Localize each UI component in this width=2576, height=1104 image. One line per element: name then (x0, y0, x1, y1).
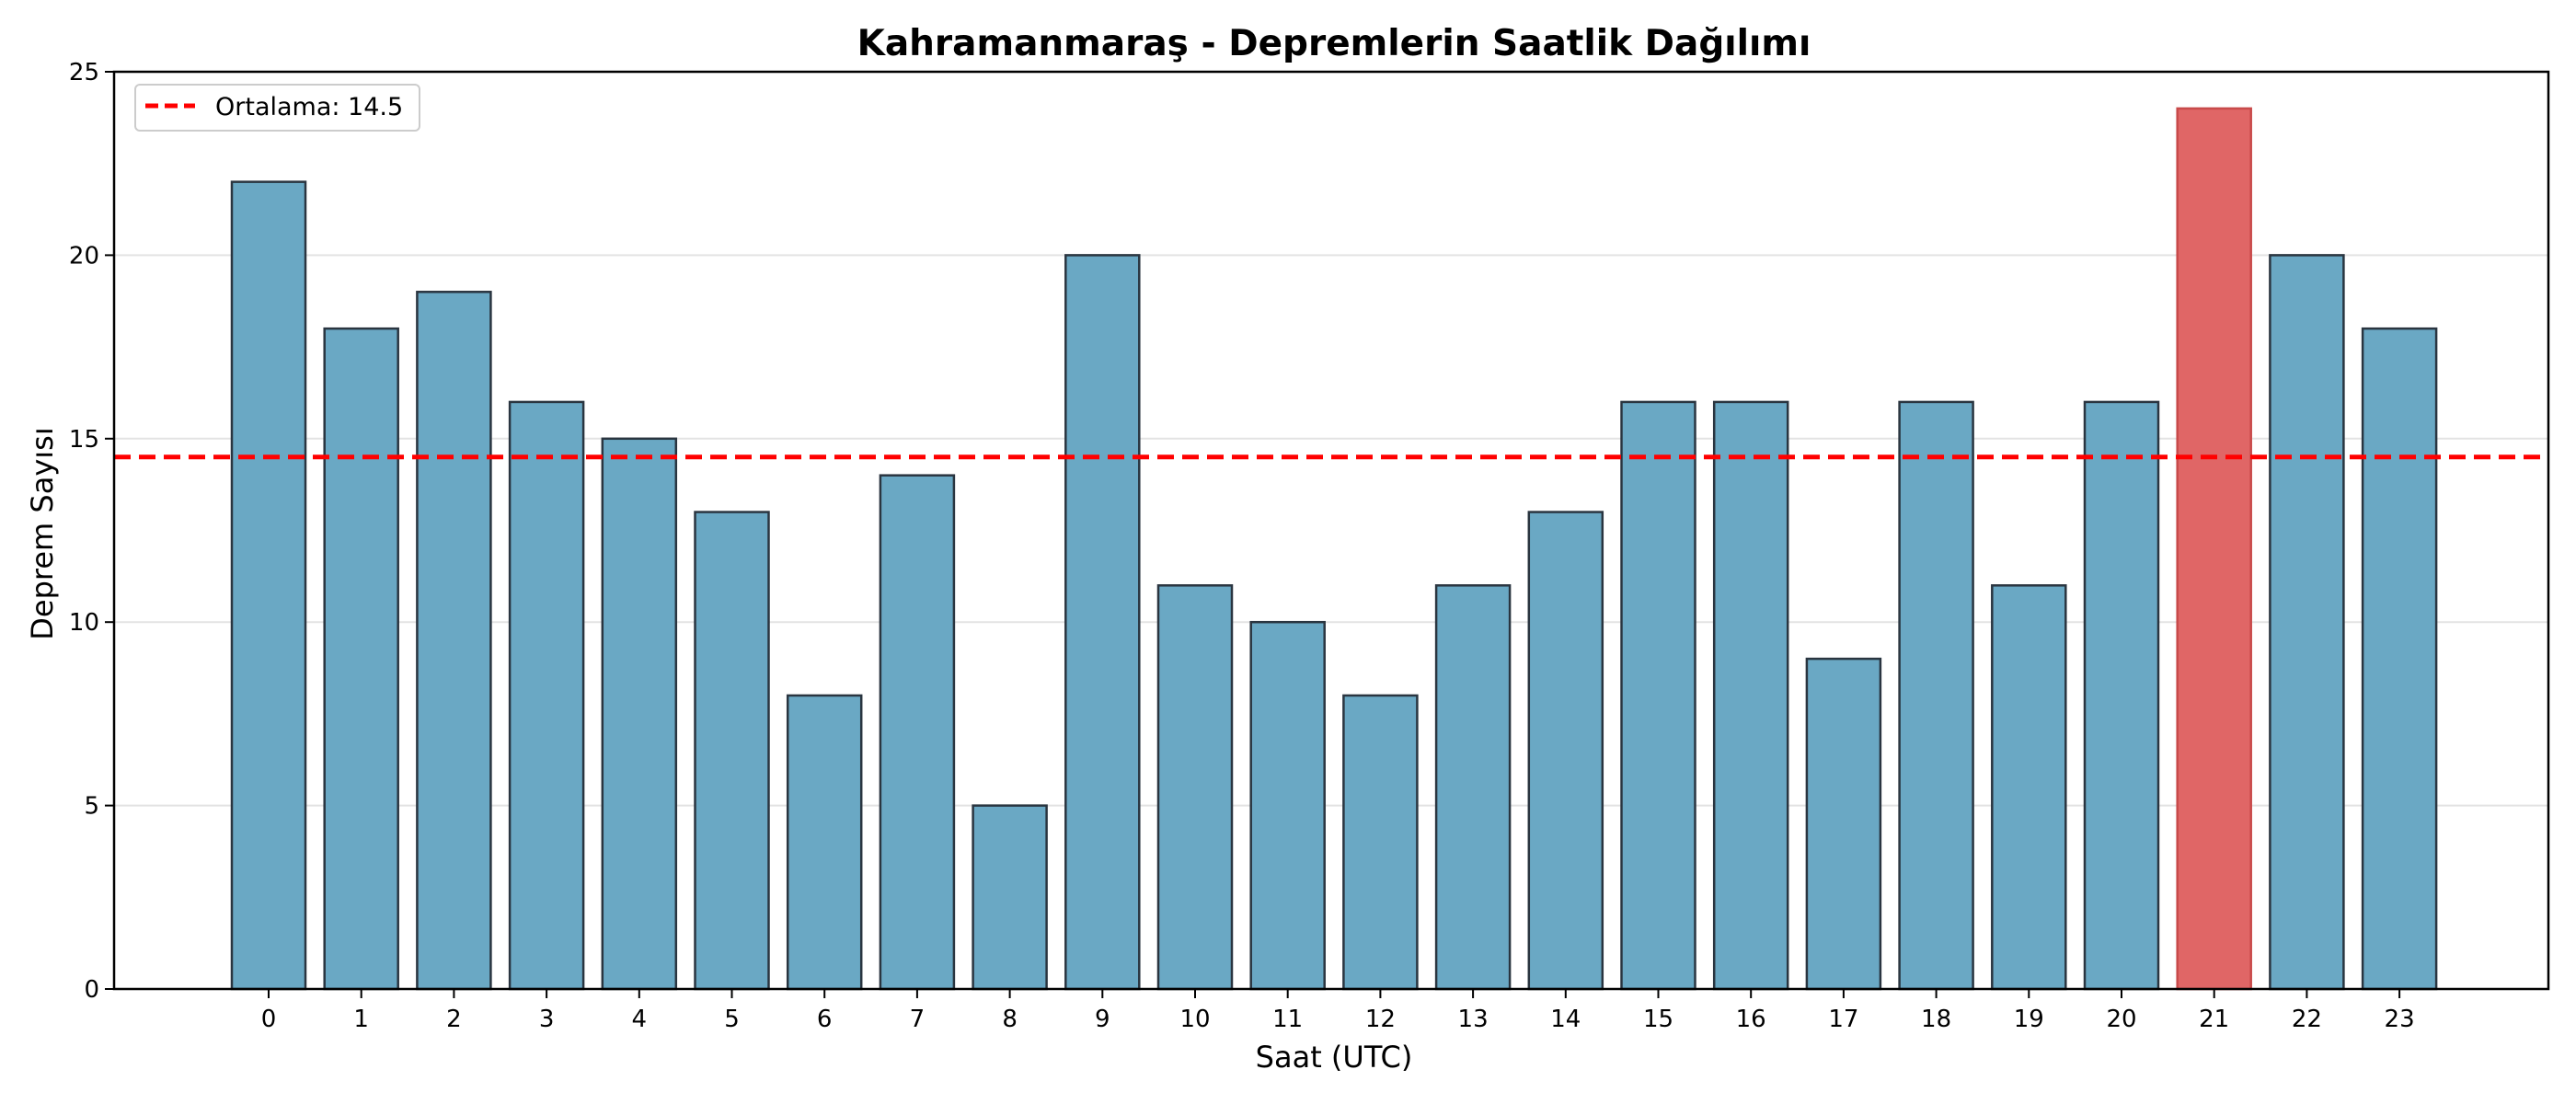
legend-box (134, 84, 420, 132)
y-axis-label: Deprem Sayısı (25, 427, 60, 639)
y-tick-label: 0 (84, 976, 99, 1004)
x-tick-label: 8 (1002, 1006, 1018, 1033)
bar-6 (786, 694, 863, 991)
y-tick-label: 5 (84, 793, 99, 821)
x-tick-label: 19 (2014, 1006, 2044, 1033)
x-tick-label: 1 (353, 1006, 369, 1033)
bar-14 (1527, 511, 1604, 991)
bar-8 (972, 804, 1048, 991)
bar-0 (230, 180, 307, 991)
bar-19 (1991, 584, 2067, 991)
x-tick-label: 17 (1828, 1006, 1858, 1033)
y-tick-label: 25 (69, 59, 99, 86)
bar-10 (1156, 584, 1234, 991)
x-tick-label: 11 (1272, 1006, 1303, 1033)
bar-3 (508, 400, 585, 991)
bar-15 (1620, 400, 1696, 991)
y-tick-label: 15 (69, 426, 99, 454)
chart-title: Kahramanmaraş - Depremlerin Saatlik Dağı… (857, 23, 1811, 64)
x-tick-label: 23 (2385, 1006, 2415, 1033)
x-tick-label: 16 (1736, 1006, 1766, 1033)
x-tick-label: 5 (724, 1006, 740, 1033)
bar-1 (323, 327, 399, 991)
x-tick-label: 14 (1550, 1006, 1581, 1033)
x-tick-label: 2 (446, 1006, 462, 1033)
bar-16 (1712, 400, 1789, 991)
x-tick-label: 12 (1365, 1006, 1396, 1033)
x-tick-label: 3 (539, 1006, 555, 1033)
bar-9 (1064, 254, 1141, 991)
x-tick-label: 10 (1179, 1006, 1210, 1033)
legend: Ortalama: 14.5 (134, 84, 420, 132)
bars (230, 107, 2438, 991)
x-tick-label: 4 (632, 1006, 648, 1033)
x-tick-label: 13 (1458, 1006, 1489, 1033)
bar-11 (1249, 620, 1326, 991)
y-tick-label: 10 (69, 609, 99, 637)
bar-7 (879, 474, 956, 991)
bar-22 (2269, 254, 2345, 991)
x-tick-label: 6 (817, 1006, 833, 1033)
x-tick-label: 18 (1921, 1006, 1951, 1033)
x-tick-label: 7 (910, 1006, 926, 1033)
x-tick-label: 9 (1095, 1006, 1110, 1033)
x-tick-label: 15 (1643, 1006, 1673, 1033)
y-axis: 0 5 10 15 20 25 (69, 59, 114, 1004)
x-axis-label: Saat (UTC) (1256, 1040, 1413, 1075)
bar-20 (2083, 400, 2160, 991)
bar-17 (1805, 657, 1882, 991)
y-tick-label: 20 (69, 242, 99, 270)
bar-18 (1898, 400, 1974, 991)
x-tick-label: 22 (2292, 1006, 2322, 1033)
legend-label: Ortalama: 14.5 (215, 93, 403, 121)
bar-4 (601, 437, 678, 991)
bar-12 (1342, 694, 1419, 991)
bar-21 (2176, 107, 2252, 991)
x-tick-label: 20 (2106, 1006, 2136, 1033)
bar-23 (2361, 327, 2438, 991)
plot-frame (112, 70, 2550, 991)
x-axis: 0 1 2 3 4 5 6 7 8 9 10 11 12 13 14 15 16 17 18 19 20 21 22 23 (261, 989, 2415, 1033)
x-tick-label: 21 (2199, 1006, 2229, 1033)
bar-5 (694, 511, 770, 991)
bar-2 (416, 291, 492, 991)
x-tick-label: 0 (261, 1006, 277, 1033)
bar-13 (1434, 584, 1512, 991)
